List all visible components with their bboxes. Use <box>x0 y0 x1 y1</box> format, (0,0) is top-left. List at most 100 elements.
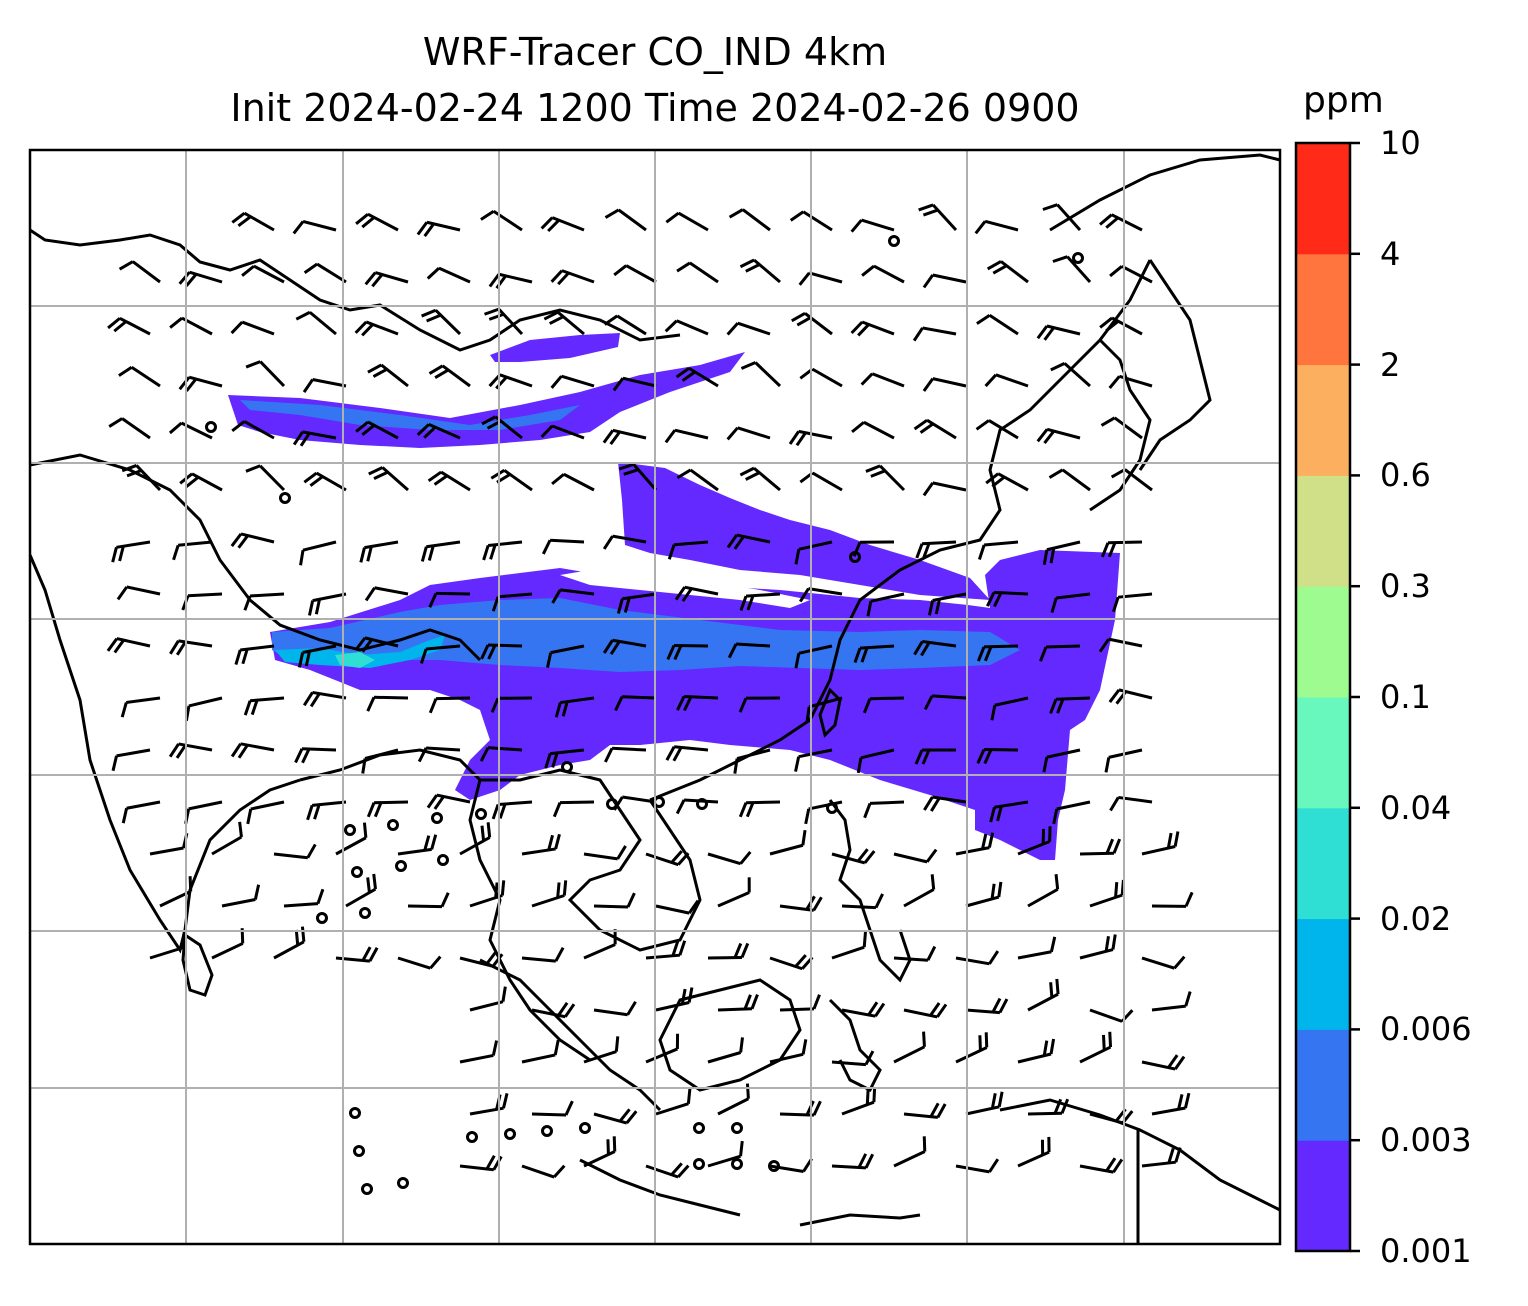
wind-barb <box>717 1083 750 1116</box>
wind-barb <box>1104 748 1143 773</box>
plume-north-band-upper <box>490 333 620 362</box>
wind-barb <box>420 540 461 562</box>
calm-wind-circle <box>696 798 708 810</box>
calm-wind-circle <box>437 854 449 866</box>
wind-barb <box>184 696 223 722</box>
wind-barb <box>986 260 1029 284</box>
wind-barb <box>798 271 843 286</box>
plume-main-core <box>272 598 1020 672</box>
wind-barb <box>676 261 719 284</box>
wind-barb <box>851 420 895 440</box>
calm-wind-circles <box>205 235 1084 1195</box>
wind-barb <box>976 748 1019 765</box>
colorbar-tick-label: 4 <box>1380 234 1401 273</box>
wind-barb <box>416 220 461 238</box>
wind-barb <box>955 1032 989 1064</box>
wind-barb <box>583 1136 617 1168</box>
wind-barb <box>676 468 719 492</box>
colorbar-segment <box>1296 475 1350 587</box>
wind-barb <box>245 464 286 492</box>
wind-barb <box>965 1091 1004 1116</box>
wind-barb <box>977 540 1019 560</box>
wind-barb <box>922 273 967 289</box>
wind-barb <box>676 694 719 712</box>
wind-barb <box>550 269 595 286</box>
wind-barb <box>1048 468 1091 492</box>
wind-barb <box>794 644 833 669</box>
wind-barb <box>359 540 399 563</box>
wind-barb <box>664 319 709 336</box>
wind-barb <box>769 954 814 971</box>
wind-barb <box>491 800 533 820</box>
wind-barb <box>364 271 409 288</box>
wind-barb <box>168 742 213 759</box>
wind-barb <box>480 643 523 660</box>
wind-barb <box>616 592 657 614</box>
wind-barb <box>984 373 1029 388</box>
wind-barb <box>655 899 700 915</box>
wind-barb <box>178 270 223 287</box>
wind-barb <box>366 695 409 712</box>
wind-barb <box>484 307 524 336</box>
wind-barb <box>241 264 285 284</box>
wind-barb <box>604 208 647 232</box>
calm-wind-circle <box>349 1107 361 1119</box>
wind-barb <box>355 420 399 440</box>
wind-barb <box>169 316 213 336</box>
plume-core-cyan <box>275 635 445 668</box>
calm-wind-circle <box>561 761 573 773</box>
wind-barb <box>841 1001 886 1018</box>
wind-barb <box>804 800 843 825</box>
wind-barb <box>779 994 821 1012</box>
wind-barb <box>583 845 627 861</box>
wind-barb <box>292 219 337 235</box>
wind-barb <box>178 375 223 392</box>
coastline-borneo <box>658 978 802 1092</box>
wind-barb <box>521 1039 560 1064</box>
wind-barb <box>790 312 833 336</box>
wind-barb <box>1052 800 1091 825</box>
colorbar-tick-label: 0.003 <box>1380 1121 1472 1160</box>
wind-barb <box>480 209 523 232</box>
wind-barb <box>295 310 337 336</box>
colorbar-tick-label: 0.001 <box>1380 1232 1472 1270</box>
calm-wind-circle <box>359 907 371 919</box>
wind-barb <box>366 800 409 818</box>
wind-barb <box>986 590 1029 608</box>
wind-barb <box>469 986 507 1012</box>
wind-barb <box>799 367 843 388</box>
wind-barb <box>273 926 306 960</box>
wind-barb <box>459 1040 499 1064</box>
wind-barb <box>1151 891 1194 908</box>
wind-barb <box>416 423 461 440</box>
coastline-india <box>28 554 301 954</box>
wind-barb <box>118 365 161 388</box>
wind-barb <box>361 748 399 774</box>
wind-barb <box>292 430 337 447</box>
wind-barb <box>1141 1054 1186 1071</box>
wind-barb <box>1052 255 1092 283</box>
wind-barb <box>459 822 492 856</box>
wind-barb <box>459 1154 503 1172</box>
wind-barb <box>106 637 151 654</box>
wind-barb <box>308 592 347 616</box>
wind-barb <box>541 538 585 555</box>
wind-barb <box>602 638 647 656</box>
colorbar-tick-label: 0.6 <box>1380 456 1431 495</box>
wind-barb <box>108 417 151 440</box>
coastline-sulawesi <box>828 998 882 1093</box>
wind-barb <box>294 747 337 764</box>
wind-barb <box>1108 688 1153 705</box>
wind-barb <box>1099 316 1143 336</box>
colorbar-segment <box>1296 1140 1350 1252</box>
wind-barb <box>1017 826 1052 856</box>
wind-barb <box>733 748 771 774</box>
wind-barb <box>707 942 750 960</box>
wind-barb <box>618 462 658 491</box>
wind-barb <box>1027 978 1060 1012</box>
wind-barb <box>1042 203 1082 231</box>
wind-barb <box>664 428 709 444</box>
wind-barb <box>1109 264 1153 284</box>
wind-barb <box>923 795 967 812</box>
wind-barb <box>1039 644 1081 662</box>
